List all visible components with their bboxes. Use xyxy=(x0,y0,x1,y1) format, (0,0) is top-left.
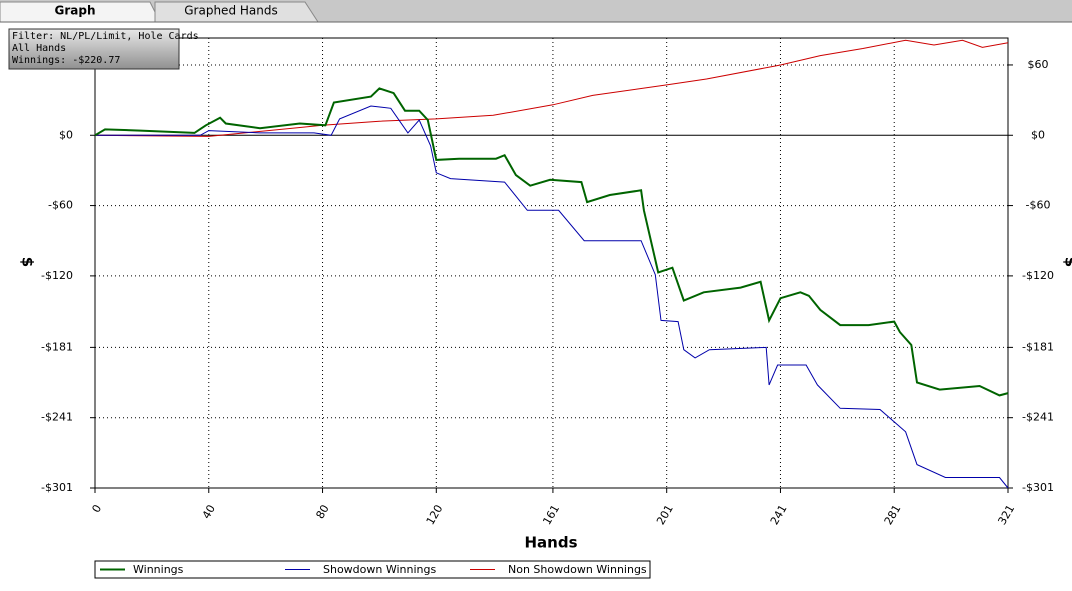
y-tick-label: -$301 xyxy=(41,481,73,494)
y-axis-title: $ xyxy=(19,257,37,267)
y2-tick-label: -$301 xyxy=(1022,481,1054,494)
legend-label: Non Showdown Winnings xyxy=(508,563,647,576)
y-tick-label: -$181 xyxy=(41,340,73,353)
x-tick-label: 120 xyxy=(424,503,446,528)
x-tick-label: 80 xyxy=(313,503,331,522)
x-tick-label: 201 xyxy=(654,503,676,528)
x-tick-label: 321 xyxy=(995,503,1017,528)
x-tick-label: 161 xyxy=(540,503,562,528)
plot-frame xyxy=(94,37,1009,489)
tab-label[interactable]: Graph xyxy=(55,4,96,18)
y2-tick-label: $60 xyxy=(1028,58,1049,71)
info-text: Filter: NL/PL/Limit, Hole Cards xyxy=(12,31,199,42)
series-line xyxy=(94,87,1009,397)
series-line xyxy=(95,105,1009,489)
y-tick-label: -$241 xyxy=(41,411,73,424)
x-tick-label: 241 xyxy=(768,503,790,528)
plot: $60$60$0$0-$60-$60-$120-$120-$181-$181-$… xyxy=(41,37,1054,528)
y2-tick-label: -$241 xyxy=(1022,411,1054,424)
x-axis-title: Hands xyxy=(524,534,577,552)
info-text: All Hands xyxy=(12,43,66,54)
x-tick-label: 281 xyxy=(882,503,904,528)
y-tick-label: -$120 xyxy=(41,269,73,282)
info-text: Winnings: -$220.77 xyxy=(12,55,120,66)
legend-label: Showdown Winnings xyxy=(323,563,437,576)
y-tick-label: -$60 xyxy=(48,199,73,212)
y2-tick-label: -$60 xyxy=(1026,199,1051,212)
x-tick-label: 40 xyxy=(200,503,218,522)
y2-axis-title: $ xyxy=(1062,257,1072,267)
y-tick-label: $0 xyxy=(59,128,73,141)
legend xyxy=(94,560,651,579)
info-box xyxy=(8,28,180,70)
legend-label: Winnings xyxy=(133,563,184,576)
x-tick-label: 0 xyxy=(89,503,104,516)
tab-label[interactable]: Graphed Hands xyxy=(184,4,277,18)
y2-tick-label: -$181 xyxy=(1022,340,1054,353)
series-line xyxy=(94,39,1009,137)
y2-tick-label: $0 xyxy=(1031,128,1045,141)
y2-tick-label: -$120 xyxy=(1022,269,1054,282)
